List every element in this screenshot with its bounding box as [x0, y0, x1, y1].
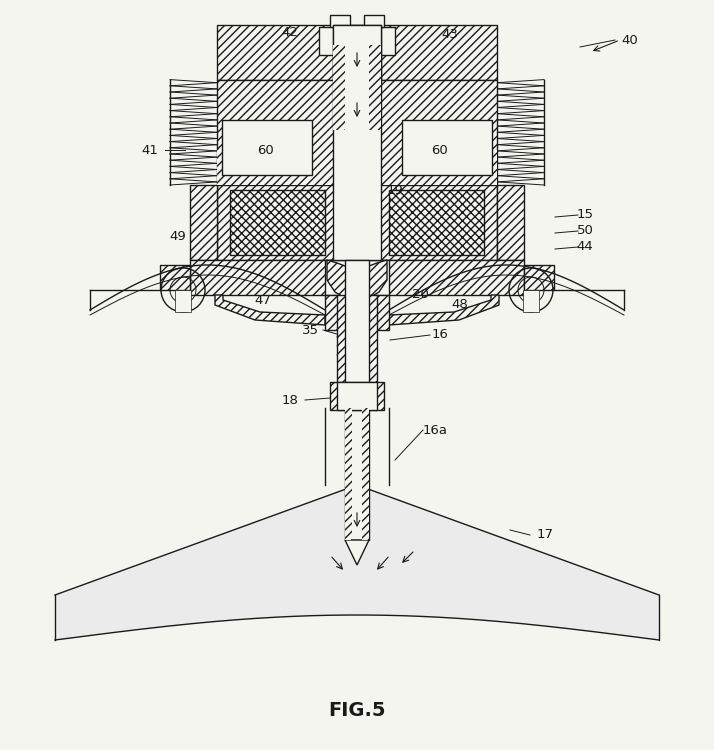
Bar [362, 408, 369, 540]
Text: 20: 20 [411, 289, 428, 302]
Bar [319, 27, 395, 55]
Bar [217, 150, 333, 185]
Bar [325, 260, 389, 295]
Bar [333, 45, 345, 130]
Bar [377, 185, 497, 260]
Text: 42: 42 [281, 26, 298, 38]
Bar [524, 265, 554, 290]
Text: 43: 43 [441, 28, 458, 41]
Text: 17: 17 [536, 529, 553, 542]
Text: 47: 47 [255, 293, 271, 307]
Bar [190, 260, 524, 295]
Text: 50: 50 [577, 224, 593, 238]
Bar [330, 15, 350, 27]
Bar [381, 150, 497, 185]
Bar [337, 382, 377, 410]
Polygon shape [327, 260, 387, 300]
Bar [377, 80, 497, 185]
Bar [364, 15, 384, 27]
Bar [389, 190, 484, 255]
Text: 15: 15 [576, 209, 593, 221]
Bar [222, 120, 312, 175]
Bar [497, 185, 524, 260]
Bar [217, 185, 337, 260]
Bar [402, 120, 492, 175]
Text: 60: 60 [256, 143, 273, 157]
Bar [190, 185, 217, 260]
Bar [369, 45, 381, 130]
Bar [175, 290, 191, 312]
Bar [230, 190, 325, 255]
Bar [345, 260, 369, 390]
Bar [217, 80, 337, 185]
Bar [345, 408, 369, 540]
Bar [523, 290, 539, 312]
Bar [325, 295, 389, 330]
Text: 44: 44 [577, 241, 593, 254]
Text: 48: 48 [452, 298, 468, 311]
Bar [333, 25, 381, 80]
Bar [337, 295, 377, 390]
Polygon shape [55, 485, 659, 640]
Bar [333, 25, 381, 260]
Polygon shape [345, 540, 369, 565]
Text: 16a: 16a [423, 424, 448, 436]
Bar [160, 265, 190, 290]
Text: 41: 41 [141, 143, 159, 157]
Text: 19: 19 [386, 184, 403, 196]
Text: 60: 60 [432, 143, 448, 157]
Bar [217, 25, 497, 80]
Text: 16: 16 [431, 328, 448, 341]
Text: 35: 35 [301, 323, 318, 337]
Polygon shape [215, 295, 325, 325]
Polygon shape [389, 295, 499, 325]
Text: FIG.5: FIG.5 [328, 700, 386, 719]
Bar [345, 408, 352, 540]
Bar [330, 382, 384, 410]
Text: 40: 40 [622, 34, 638, 46]
Text: 18: 18 [281, 394, 298, 406]
Text: 49: 49 [170, 230, 186, 244]
